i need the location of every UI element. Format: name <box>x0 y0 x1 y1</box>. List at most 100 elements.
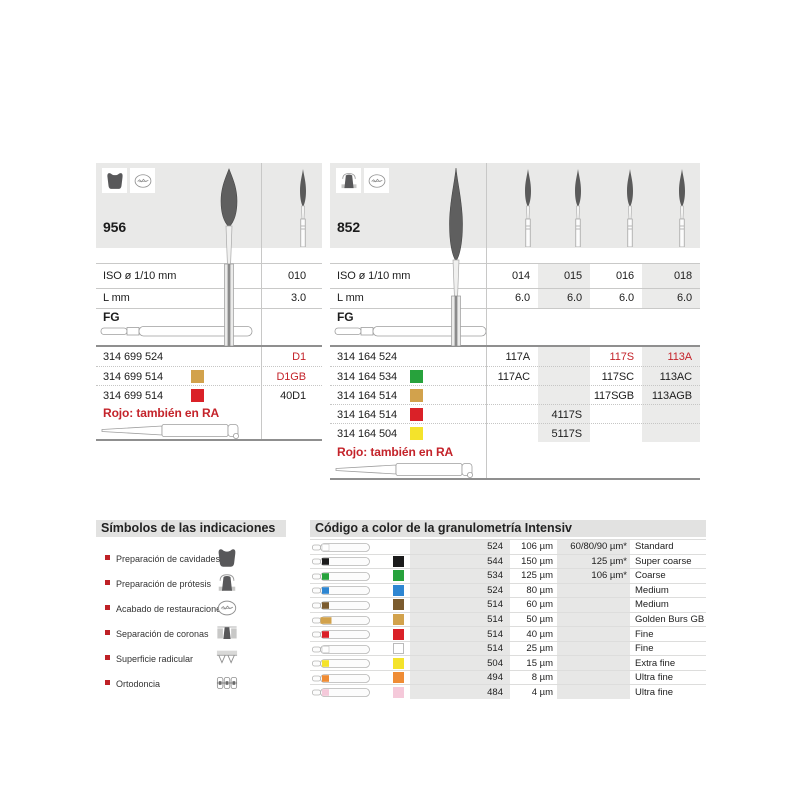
bur-drawing <box>312 586 370 596</box>
divider <box>96 308 322 309</box>
divider <box>330 308 700 309</box>
occlusal-icon <box>364 168 389 193</box>
divider <box>96 263 322 264</box>
bur-drawing <box>312 542 370 552</box>
bur-photo-015 <box>575 169 581 247</box>
grit-name: Medium <box>635 584 669 596</box>
granulometry-row: 514 60 µm Medium <box>310 598 706 613</box>
crown-separation-icon <box>216 622 238 644</box>
fg-label: FG <box>337 310 354 324</box>
grit-size: 40 µm <box>526 628 553 640</box>
code-row: 314 164 534 117AC 117SC 113AC <box>330 366 700 386</box>
bur-ref: 117AC <box>497 370 530 383</box>
length-value: 6.0 <box>567 292 582 304</box>
orthodontics-icon <box>216 672 238 694</box>
occlusal-icon <box>216 597 238 619</box>
grit-size: 8 µm <box>531 672 553 684</box>
grit-size: 15 µm <box>526 657 553 669</box>
color-chip-red <box>393 628 404 640</box>
grit-code: 514 <box>487 628 503 640</box>
ra-bur-drawing <box>101 424 239 439</box>
order-code: 314 164 534 <box>337 370 398 383</box>
fg-bur-drawing <box>100 326 253 337</box>
iso-value: 016 <box>615 269 634 282</box>
code-row: 314 164 524 117A 117S 113A <box>330 347 700 366</box>
table-852-title: 852 <box>337 219 361 235</box>
section-divider <box>96 345 322 347</box>
legend-label: Ortodoncia <box>116 678 161 689</box>
table-852: 852 <box>330 163 700 480</box>
divider <box>330 288 700 289</box>
bullet-icon <box>105 580 110 585</box>
root-surface-icon <box>216 647 238 669</box>
length-row: L mm 3.0 <box>96 288 322 308</box>
grit-size: 60 µm <box>526 599 553 611</box>
order-code: 314 164 514 <box>337 408 398 421</box>
granulometry-row: 514 50 µm Golden Burs GB <box>310 613 706 628</box>
grit-code: 514 <box>487 599 503 611</box>
legend-item: Ortodoncia <box>96 671 290 696</box>
bullet-icon <box>105 630 110 635</box>
color-chip-green <box>393 570 404 582</box>
order-code: 314 699 514 <box>103 370 164 383</box>
granulometry-row: 514 40 µm Fine <box>310 627 706 642</box>
occlusal-icon <box>130 168 155 193</box>
symbols-legend: Símbolos de las indicaciones Preparación… <box>96 520 290 700</box>
table-956-title: 956 <box>103 219 127 235</box>
molar-icon <box>102 168 127 193</box>
grit-size: 25 µm <box>526 643 553 655</box>
grit-alt <box>556 656 627 670</box>
grit-code: 524 <box>487 584 503 596</box>
code-row: 314 164 504 5117S <box>330 423 700 443</box>
bur-drawing <box>312 615 370 625</box>
granulometry-title: Código a color de la granulometría Inten… <box>310 520 706 537</box>
code-row: 314 699 514 40D1 <box>96 385 322 405</box>
bur-ref: 117SGB <box>593 389 634 402</box>
bur-drawing <box>312 601 370 610</box>
color-chip-yellow <box>393 657 404 669</box>
color-chip-brown <box>393 599 404 611</box>
grit-name: Medium <box>635 599 669 611</box>
divider <box>330 263 700 264</box>
iso-value: 010 <box>287 269 306 282</box>
bur-ref: 113AGB <box>651 389 692 402</box>
table-bottom-border <box>330 478 700 480</box>
bur-drawing <box>312 557 370 567</box>
bur-drawing <box>312 673 370 683</box>
iso-label: ISO ø 1/10 mm <box>337 269 411 282</box>
grit-code: 514 <box>487 643 503 655</box>
ra-note: Rojo: también en RA <box>103 406 220 420</box>
grit-alt: 60/80/90 µm* <box>570 541 627 553</box>
color-chip-red <box>191 389 204 402</box>
color-chip-pink <box>393 686 404 698</box>
code-row: 314 164 514 117SGB 113AGB <box>330 385 700 405</box>
order-code: 314 164 514 <box>337 389 398 402</box>
table-852-header <box>330 163 700 248</box>
grit-name: Extra fine <box>635 657 676 669</box>
grit-name: Fine <box>635 643 654 655</box>
grit-size: 4 µm <box>531 686 553 698</box>
bur-drawing <box>312 571 370 581</box>
color-chip-orange <box>393 672 404 684</box>
legend-label: Separación de coronas <box>116 628 209 639</box>
bur-ref: 113AC <box>659 370 692 383</box>
order-code: 314 164 524 <box>337 350 398 363</box>
color-chip-black <box>393 555 404 567</box>
grit-name: Super coarse <box>635 555 692 567</box>
grit-size: 106 µm <box>521 541 553 553</box>
fg-label: FG <box>103 310 120 324</box>
column-shade <box>642 347 700 442</box>
grit-size: 150 µm <box>521 555 553 567</box>
section-divider <box>330 345 700 347</box>
color-chip-red <box>410 408 423 421</box>
color-chip-gold <box>410 389 423 402</box>
grit-alt <box>556 598 627 612</box>
iso-row: ISO ø 1/10 mm 010 <box>96 263 322 288</box>
grit-alt <box>556 685 627 699</box>
bur-photo-016 <box>627 169 633 247</box>
column-shade <box>538 263 590 308</box>
column-shade <box>538 347 590 442</box>
length-value: 6.0 <box>515 292 530 304</box>
bur-ref: 4117S <box>551 408 583 421</box>
